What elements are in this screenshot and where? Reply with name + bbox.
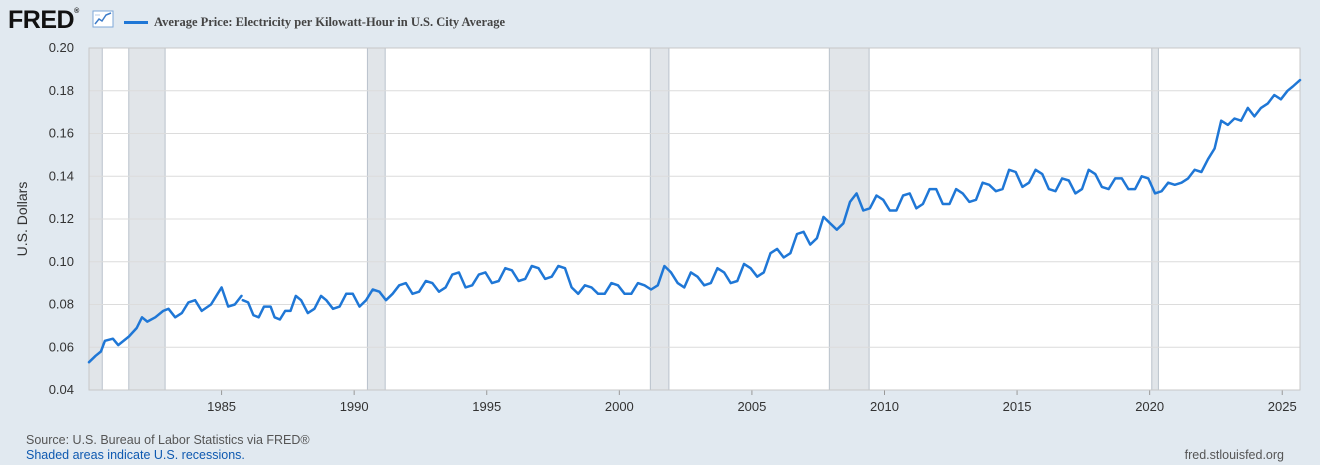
- y-tick-label: 0.06: [49, 339, 74, 354]
- recession-note[interactable]: Shaded areas indicate U.S. recessions.: [26, 448, 245, 462]
- y-tick-label: 0.18: [49, 83, 74, 98]
- fred-logo[interactable]: FRED®: [8, 6, 79, 35]
- y-tick-label: 0.04: [49, 382, 74, 397]
- line-chart-icon: [92, 10, 114, 28]
- site-link[interactable]: fred.stlouisfed.org: [1184, 448, 1284, 462]
- y-tick-label: 0.12: [49, 211, 74, 226]
- plot-border: [88, 47, 1301, 391]
- x-tick-label: 2015: [1003, 399, 1032, 414]
- chart-header: FRED® Average Price: Electricity per Kil…: [0, 0, 1320, 44]
- x-tick-label: 1995: [472, 399, 501, 414]
- series-line[interactable]: [87, 286, 243, 364]
- chart-legend: Average Price: Electricity per Kilowatt-…: [124, 13, 505, 31]
- x-tick-label: 2010: [870, 399, 899, 414]
- y-axis-title: U.S. Dollars: [14, 182, 30, 257]
- y-tick-label: 0.10: [49, 254, 74, 269]
- x-tick-label: 1985: [207, 399, 236, 414]
- y-tick-label: 0.16: [49, 126, 74, 141]
- x-tick-label: 1990: [340, 399, 369, 414]
- legend-swatch: [124, 20, 148, 24]
- x-tick-label: 2000: [605, 399, 634, 414]
- y-tick-label: 0.20: [49, 40, 74, 55]
- legend-series-title[interactable]: Average Price: Electricity per Kilowatt-…: [154, 14, 506, 29]
- x-tick-label: 2025: [1268, 399, 1297, 414]
- x-tick-label: 2005: [737, 399, 766, 414]
- source-text: Source: U.S. Bureau of Labor Statistics …: [26, 433, 310, 447]
- y-tick-label: 0.14: [49, 168, 74, 183]
- source-label: Source: U.S. Bureau of Labor Statistics …: [26, 433, 310, 447]
- fred-logo-text: FRED: [8, 6, 75, 34]
- series-line[interactable]: [241, 78, 1302, 321]
- x-tick-label: 2020: [1135, 399, 1164, 414]
- fred-logo-reg: ®: [74, 8, 79, 15]
- y-tick-label: 0.08: [49, 297, 74, 312]
